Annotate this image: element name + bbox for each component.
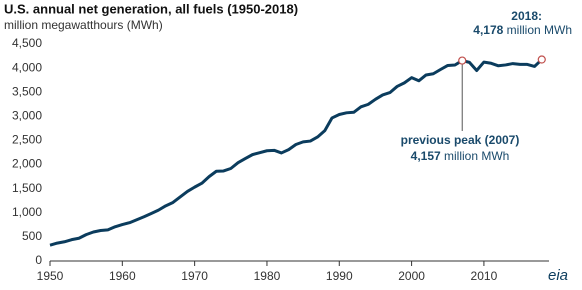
y-tick-label: 500 <box>22 229 42 243</box>
y-tick-label: 1,000 <box>12 205 42 219</box>
x-tick-label: 1960 <box>109 269 136 283</box>
x-tick-label: 2010 <box>471 269 498 283</box>
annotation-unit: million MWh <box>507 23 572 37</box>
chart-subtitle: million megawatthours (MWh) <box>4 18 163 32</box>
annotation-number: 4,178 <box>473 23 503 37</box>
highlight-point <box>458 56 467 65</box>
annotation-unit: million MWh <box>444 149 509 163</box>
x-tick-label: 1950 <box>37 269 64 283</box>
annotation-label: 2018: <box>511 9 542 23</box>
y-tick-label: 4,000 <box>12 60 42 74</box>
source-logo: eia <box>548 267 568 284</box>
y-tick-label: 2,500 <box>12 133 42 147</box>
x-tick-label: 1990 <box>326 269 353 283</box>
y-tick-label: 4,500 <box>12 36 42 50</box>
chart-title: U.S. annual net generation, all fuels (1… <box>4 1 298 16</box>
y-tick-label: 3,000 <box>12 109 42 123</box>
x-tick-label: 2000 <box>398 269 425 283</box>
annotation-value: 4,157 million MWh <box>411 149 510 163</box>
annotation-number: 4,157 <box>411 149 441 163</box>
y-tick-label: 0 <box>35 253 42 267</box>
annotation-value: 4,178 million MWh <box>473 23 572 37</box>
annotation-label: previous peak (2007) <box>401 133 520 147</box>
y-tick-label: 1,500 <box>12 181 42 195</box>
x-tick-label: 1970 <box>181 269 208 283</box>
x-tick-label: 1980 <box>254 269 281 283</box>
y-tick-label: 2,000 <box>12 157 42 171</box>
highlight-point <box>537 55 546 64</box>
y-tick-label: 3,500 <box>12 84 42 98</box>
